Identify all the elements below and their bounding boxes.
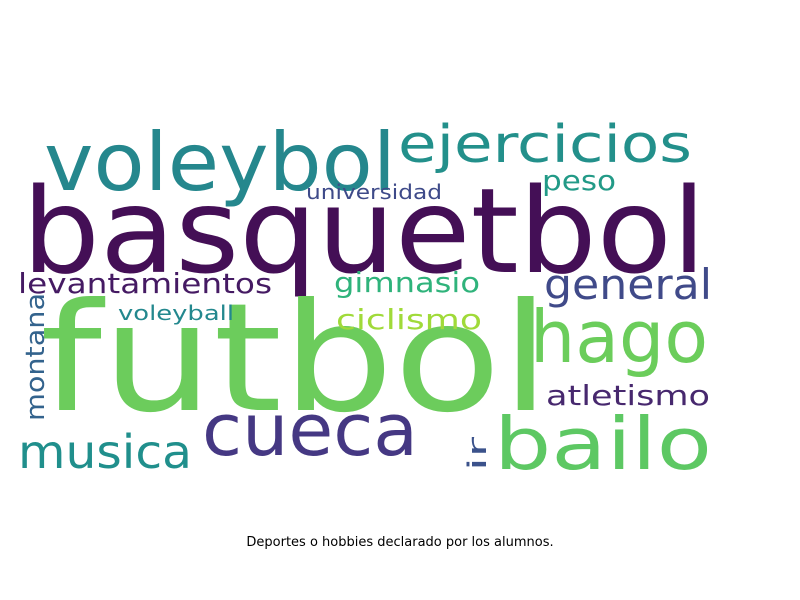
word-levantamientos: levantamientos — [18, 267, 272, 300]
word-peso: peso — [542, 164, 616, 197]
word-ejercicios: ejercicios — [398, 115, 692, 175]
word-basquetbol: basquetbol — [22, 162, 706, 300]
word-futbol: futbol — [40, 272, 550, 446]
word-cueca: cueca — [202, 388, 418, 472]
word-montana: montana — [21, 293, 51, 421]
word-universidad: universidad — [306, 180, 442, 204]
word-hago: hago — [530, 295, 708, 379]
word-voleybol: voleybol — [44, 116, 396, 209]
word-gimnasio: gimnasio — [334, 266, 480, 299]
word-musica: musica — [18, 425, 192, 479]
word-atletismo: atletismo — [546, 379, 710, 412]
word-bailo: bailo — [494, 402, 712, 486]
word-ciclismo: ciclismo — [336, 303, 482, 336]
word-voleyball: voleyball — [118, 301, 234, 325]
figure-caption: Deportes o hobbies declarado por los alu… — [246, 535, 554, 550]
word-general: general — [544, 260, 712, 309]
word-ir: ir — [463, 436, 493, 471]
